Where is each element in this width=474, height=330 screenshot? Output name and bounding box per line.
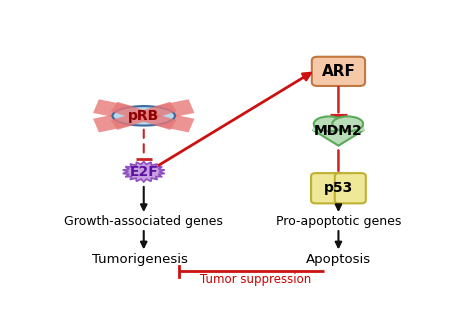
Polygon shape: [123, 161, 165, 182]
Text: Apoptosis: Apoptosis: [306, 253, 371, 266]
Text: Tumorigenesis: Tumorigenesis: [92, 253, 188, 266]
Text: Pro-apoptotic genes: Pro-apoptotic genes: [276, 215, 401, 228]
Ellipse shape: [112, 106, 175, 125]
Text: p53: p53: [324, 181, 353, 195]
Text: Growth-associated genes: Growth-associated genes: [64, 215, 223, 228]
Text: ARF: ARF: [321, 64, 356, 79]
Polygon shape: [93, 99, 194, 132]
Text: Tumor suppression: Tumor suppression: [200, 273, 311, 286]
Polygon shape: [111, 102, 177, 130]
FancyBboxPatch shape: [313, 122, 364, 131]
Polygon shape: [93, 99, 194, 132]
Text: pRB: pRB: [128, 109, 159, 123]
Text: MDM2: MDM2: [314, 124, 363, 139]
Ellipse shape: [314, 116, 345, 131]
Text: E2F: E2F: [129, 165, 158, 179]
FancyBboxPatch shape: [335, 173, 366, 203]
FancyBboxPatch shape: [312, 57, 365, 86]
Polygon shape: [111, 102, 177, 130]
Ellipse shape: [332, 116, 363, 131]
FancyBboxPatch shape: [311, 173, 342, 203]
Polygon shape: [313, 130, 364, 146]
